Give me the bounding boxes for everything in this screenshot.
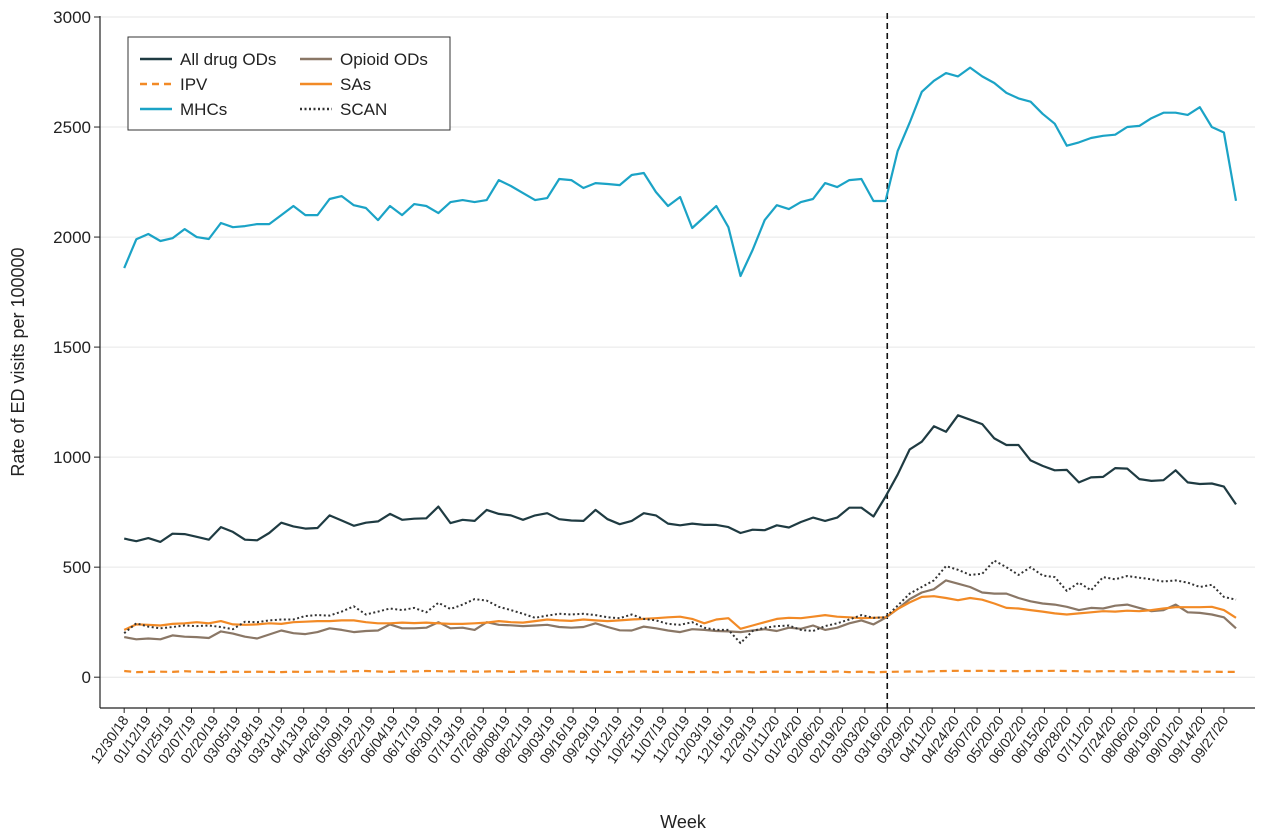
legend: All drug ODs Opioid ODs IPV SAs MHCs SCAN [127, 36, 451, 131]
y-tick-label: 2000 [53, 228, 91, 247]
y-tick-label: 1500 [53, 338, 91, 357]
legend-label: Opioid ODs [340, 50, 428, 69]
x-axis-title: Week [660, 812, 707, 832]
y-tick-label: 3000 [53, 8, 91, 27]
series-line [123, 595, 1237, 631]
legend-label: IPV [180, 75, 208, 94]
y-tick-label: 500 [63, 558, 91, 577]
series-line [124, 669, 1236, 674]
y-tick-label: 2500 [53, 118, 91, 137]
legend-label: SAs [340, 75, 371, 94]
series-line [123, 66, 1238, 278]
legend-box [127, 36, 451, 131]
y-tick-label: 0 [82, 668, 91, 687]
series-line [123, 414, 1237, 543]
y-tick-label: 1000 [53, 448, 91, 467]
legend-label: All drug ODs [180, 50, 276, 69]
y-axis-title: Rate of ED visits per 100000 [8, 247, 28, 476]
legend-label: SCAN [340, 100, 387, 119]
series-line [123, 559, 1237, 645]
series-line [124, 579, 1237, 641]
legend-label: MHCs [180, 100, 227, 119]
